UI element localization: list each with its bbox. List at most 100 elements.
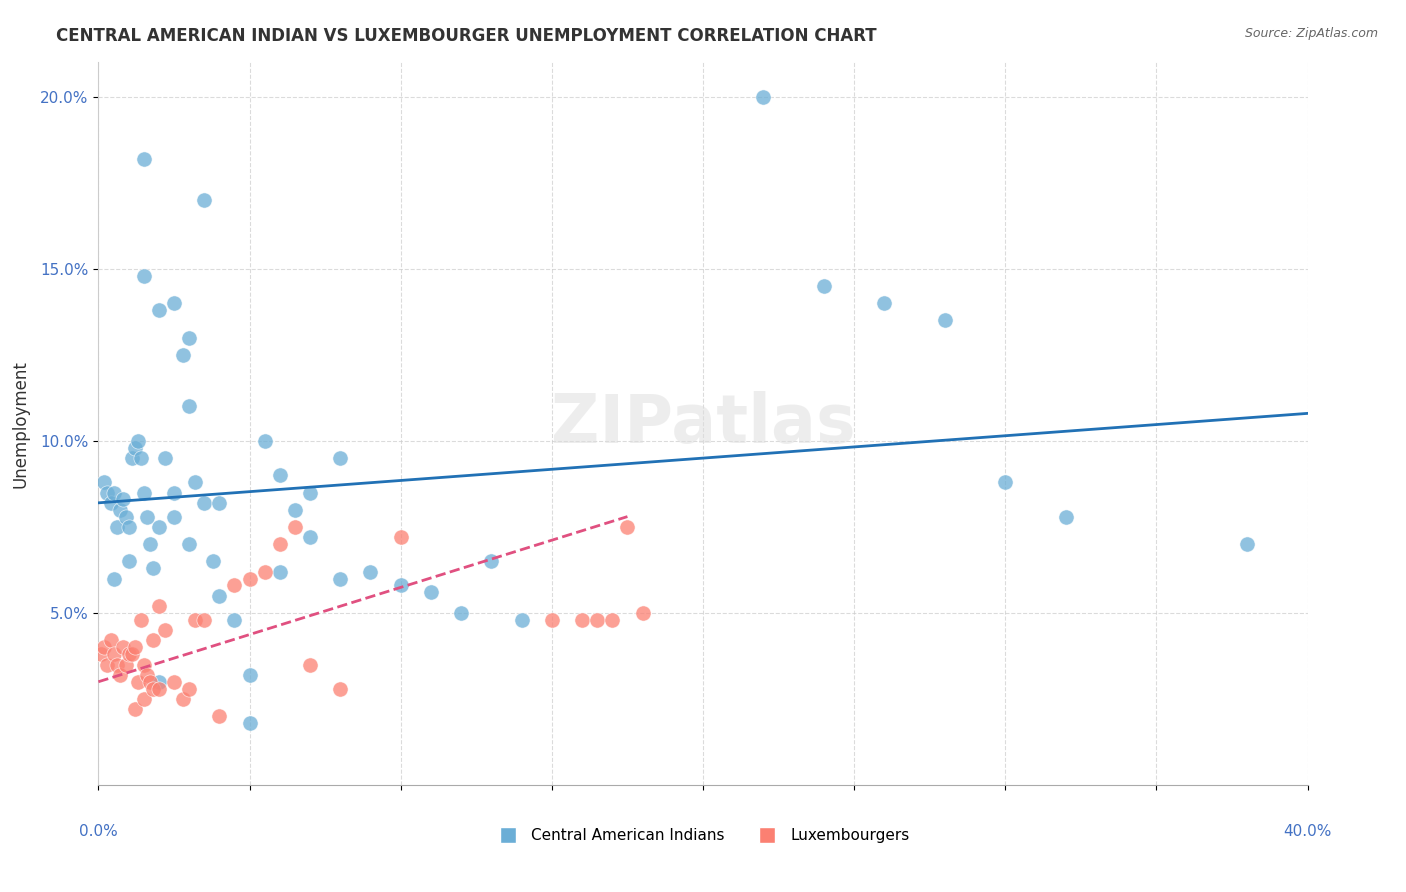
Point <box>108 502 131 516</box>
Point <box>105 520 128 534</box>
Point <box>163 674 186 689</box>
Point <box>239 668 262 682</box>
Point <box>1054 509 1077 524</box>
Point <box>184 475 207 490</box>
Point <box>90 647 112 661</box>
Y-axis label: Unemployment: Unemployment <box>11 359 30 488</box>
Point <box>132 268 155 283</box>
Point <box>139 674 162 689</box>
Point <box>114 509 136 524</box>
Point <box>142 633 165 648</box>
Point <box>481 554 503 568</box>
Point <box>153 623 176 637</box>
Point <box>239 716 262 731</box>
Point <box>179 681 201 696</box>
Point <box>142 681 165 696</box>
Point <box>127 674 149 689</box>
Point <box>224 613 246 627</box>
Point <box>813 279 835 293</box>
Point <box>571 613 593 627</box>
Point <box>100 496 122 510</box>
Point <box>616 520 638 534</box>
Point <box>132 692 155 706</box>
Point <box>934 313 956 327</box>
Point <box>127 434 149 448</box>
Point <box>253 565 276 579</box>
Point <box>100 633 122 648</box>
Point <box>193 613 215 627</box>
Point <box>389 578 412 592</box>
Point <box>284 520 307 534</box>
Text: Source: ZipAtlas.com: Source: ZipAtlas.com <box>1244 27 1378 40</box>
Point <box>135 668 157 682</box>
Point <box>269 468 291 483</box>
Point <box>129 451 152 466</box>
Point <box>239 572 262 586</box>
Point <box>142 561 165 575</box>
Point <box>124 702 146 716</box>
Point <box>208 709 231 723</box>
Point <box>163 509 186 524</box>
Point <box>389 530 412 544</box>
Point <box>118 554 141 568</box>
Point <box>299 530 322 544</box>
Point <box>202 554 225 568</box>
Point <box>103 572 125 586</box>
Point <box>132 485 155 500</box>
Point <box>179 537 201 551</box>
Point <box>111 492 134 507</box>
Point <box>103 647 125 661</box>
Point <box>124 640 146 655</box>
Point <box>118 647 141 661</box>
Point <box>121 647 143 661</box>
Point <box>148 674 170 689</box>
Point <box>540 613 562 627</box>
Point <box>103 485 125 500</box>
Point <box>132 657 155 672</box>
Point <box>132 152 155 166</box>
Point <box>148 681 170 696</box>
Point <box>172 348 194 362</box>
Point <box>752 90 775 104</box>
Point <box>139 537 162 551</box>
Point <box>208 496 231 510</box>
Point <box>193 496 215 510</box>
Point <box>148 520 170 534</box>
Point <box>135 509 157 524</box>
Point <box>193 193 215 207</box>
Point <box>329 681 352 696</box>
Point <box>114 657 136 672</box>
Point <box>299 485 322 500</box>
Point <box>329 572 352 586</box>
Point <box>1236 537 1258 551</box>
Text: ZIPatlas: ZIPatlas <box>551 391 855 457</box>
Point <box>124 441 146 455</box>
Point <box>360 565 382 579</box>
Point <box>450 606 472 620</box>
Point <box>96 657 118 672</box>
Point <box>105 657 128 672</box>
Point <box>510 613 533 627</box>
Point <box>586 613 609 627</box>
Point <box>148 303 170 318</box>
Point <box>224 578 246 592</box>
Point <box>93 640 115 655</box>
Point <box>163 296 186 310</box>
Point <box>179 331 201 345</box>
Point <box>329 451 352 466</box>
Point <box>184 613 207 627</box>
Point <box>153 451 176 466</box>
Point <box>163 485 186 500</box>
Point <box>284 502 307 516</box>
Point <box>93 475 115 490</box>
Point <box>269 537 291 551</box>
Point <box>602 613 624 627</box>
Point <box>148 599 170 613</box>
Point <box>253 434 276 448</box>
Point <box>208 589 231 603</box>
Point <box>420 585 443 599</box>
Point <box>118 520 141 534</box>
Text: CENTRAL AMERICAN INDIAN VS LUXEMBOURGER UNEMPLOYMENT CORRELATION CHART: CENTRAL AMERICAN INDIAN VS LUXEMBOURGER … <box>56 27 877 45</box>
Point <box>96 485 118 500</box>
Point <box>172 692 194 706</box>
